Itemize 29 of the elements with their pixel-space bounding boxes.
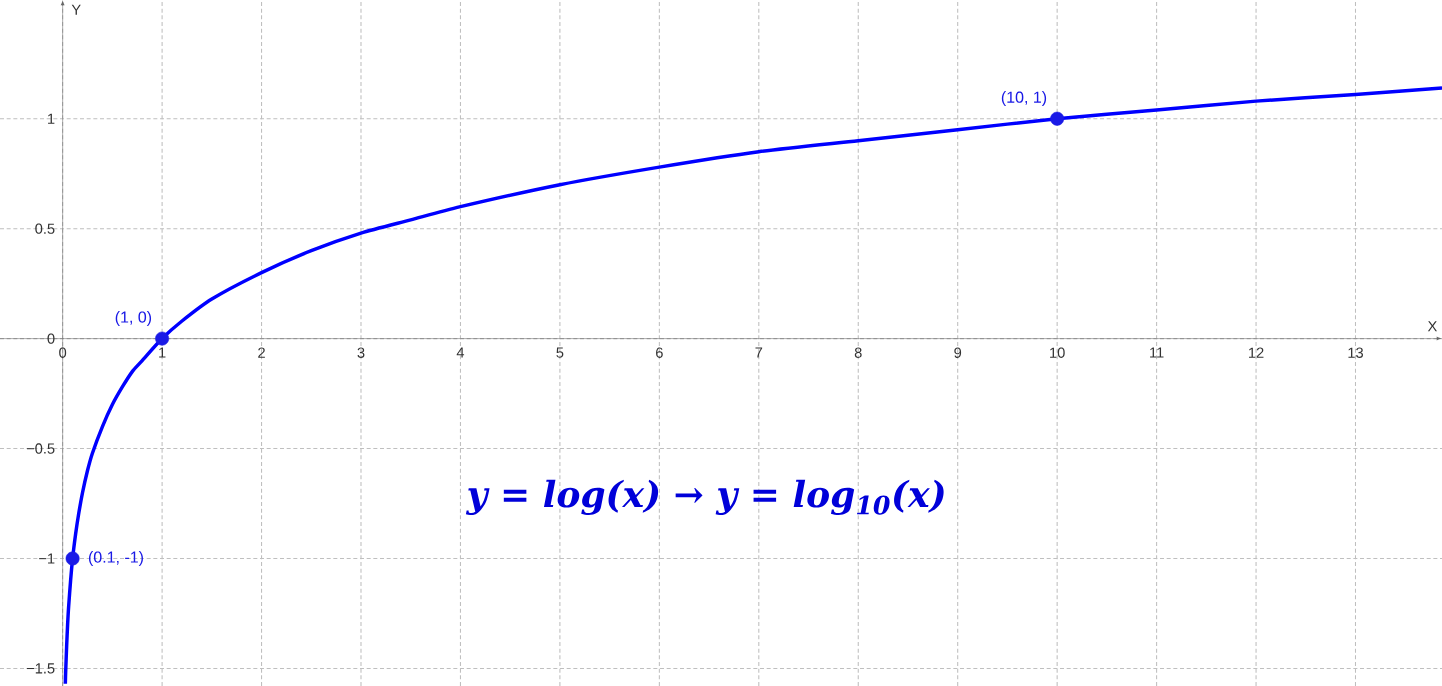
x-tick-label: 6 — [656, 347, 663, 358]
data-label: (1, 0) — [115, 310, 152, 326]
y-tick-label: 0.5 — [35, 223, 55, 234]
y-tick-label: −0.5 — [26, 443, 55, 454]
x-tick-label: 3 — [357, 347, 365, 358]
x-tick-label: 12 — [1249, 347, 1264, 358]
data-label: (0.1, -1) — [88, 551, 143, 566]
x-tick-label: 10 — [1050, 347, 1065, 358]
x-tick-label: 0 — [59, 347, 67, 358]
y-axis-title: Y — [71, 4, 81, 15]
data-label: (10, 1) — [1001, 91, 1047, 107]
x-tick-label: 7 — [755, 347, 763, 358]
annotation: y = log(x) → y = log$_{10}$(x) — [465, 479, 944, 516]
x-axis-title: X — [1427, 321, 1437, 332]
point — [1050, 111, 1065, 126]
y-tick-label: −1 — [39, 553, 55, 564]
x-tick-label: 11 — [1150, 347, 1164, 358]
x-tick-label: 8 — [854, 347, 862, 358]
x-tick-label: 2 — [258, 347, 265, 358]
x-tick-label: 4 — [456, 347, 465, 358]
x-tick-label: 1 — [159, 347, 166, 358]
x-tick-label: 9 — [954, 347, 962, 358]
y-tick-label: −1.5 — [26, 663, 55, 674]
x-tick-label: 13 — [1348, 347, 1363, 358]
point — [65, 551, 80, 566]
y-tick-label: 1 — [48, 113, 55, 124]
point — [155, 331, 170, 346]
x-tick-label: 5 — [556, 347, 564, 358]
y-tick-label: 0 — [47, 333, 55, 344]
